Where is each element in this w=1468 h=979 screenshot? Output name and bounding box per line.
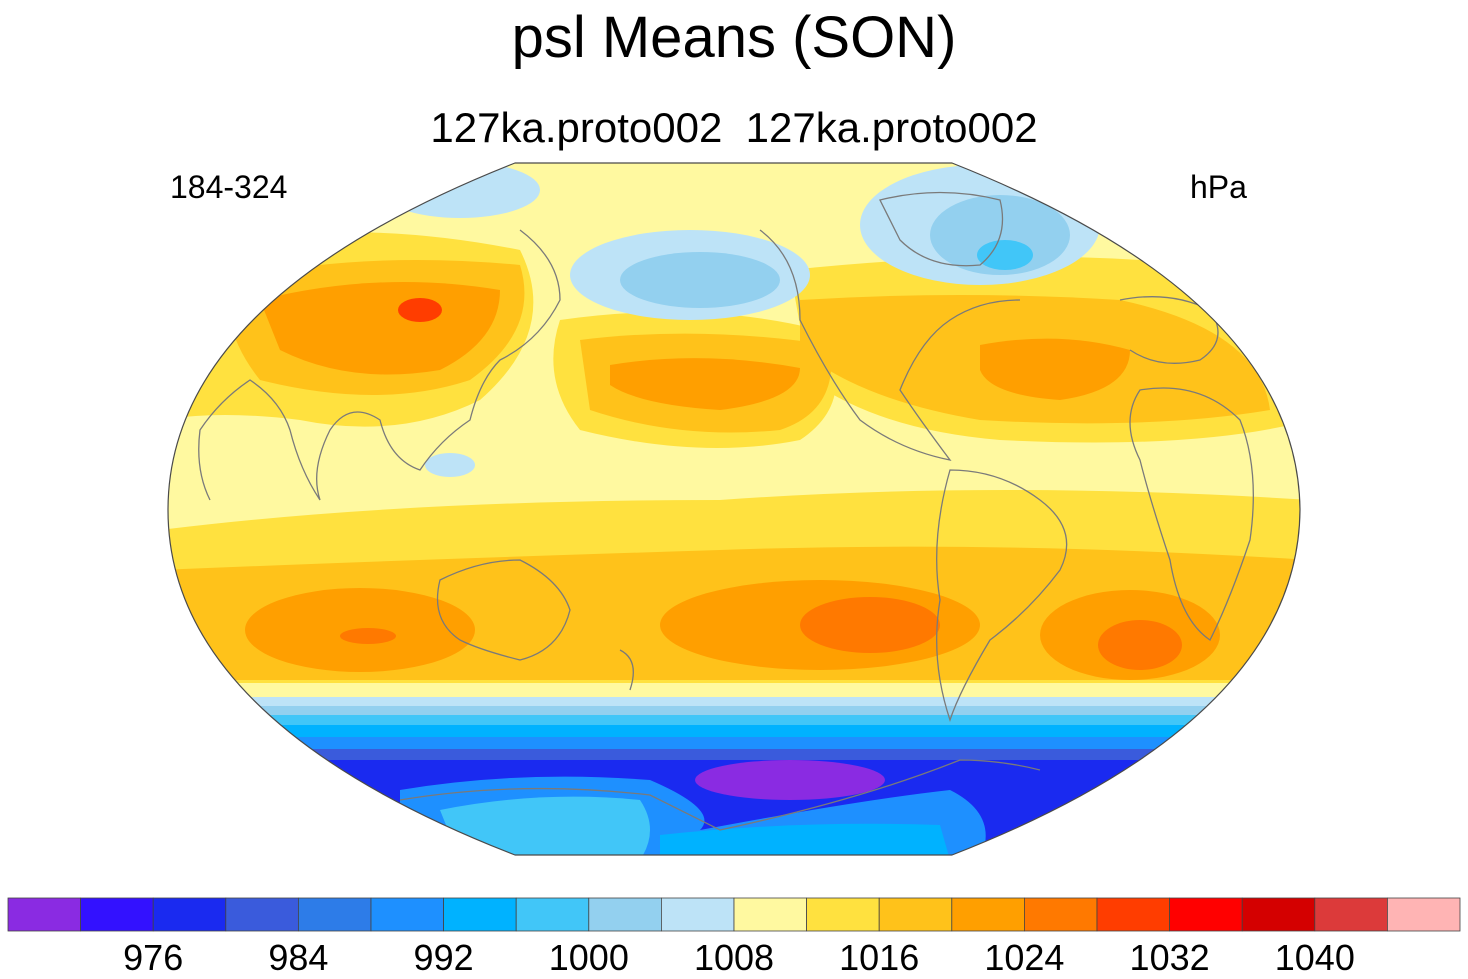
nh-atlantic-high-inner	[980, 338, 1130, 400]
world-map	[167, 162, 1301, 856]
so-band-992	[168, 725, 1300, 737]
arctic-low-west	[380, 163, 540, 218]
colorbar-box-4	[297, 897, 372, 932]
so-band-984	[168, 749, 1300, 760]
so-band-996	[168, 715, 1300, 725]
coast-africa	[1129, 387, 1254, 641]
coast-south-america	[936, 469, 1068, 723]
chart-title: psl Means (SON)	[511, 5, 957, 70]
coast-north-america	[759, 229, 1021, 461]
colorbar-box-5	[370, 897, 444, 932]
colorbar-box-7	[515, 897, 590, 932]
globe-outline	[167, 162, 1301, 856]
so-band-1000	[168, 706, 1300, 715]
antarctica-east	[660, 823, 950, 855]
colorbar-box-12	[878, 897, 953, 932]
so-band-1004	[168, 697, 1300, 706]
sh-indian-high-core	[340, 628, 396, 644]
colorbar-label-976: 976	[123, 937, 183, 978]
colorbar-box-13	[951, 897, 1025, 932]
colorbar-box-17	[1241, 897, 1316, 932]
colorbar-label-992: 992	[414, 937, 474, 978]
colorbar-label-1008: 1008	[694, 937, 774, 978]
maritime-low	[425, 453, 475, 477]
colorbar-box-16	[1169, 897, 1243, 932]
colorbar-label-1032: 1032	[1130, 937, 1210, 978]
colorbar-label-1016: 1016	[839, 937, 919, 978]
coast-greenland	[879, 191, 1004, 267]
coast-europe	[1119, 296, 1219, 364]
colorbar-box-3	[225, 897, 299, 932]
colorbar-boxes	[7, 897, 1461, 932]
colorbar-label-1000: 1000	[549, 937, 629, 978]
coast-new-zealand	[619, 649, 634, 691]
units-label: hPa	[1190, 169, 1247, 205]
colorbar-box-10	[733, 897, 807, 932]
colorbar-label-1024: 1024	[984, 937, 1064, 978]
time-range-label: 184-324	[170, 169, 288, 205]
colorbar-box-6	[443, 897, 517, 932]
colorbar-label-1040: 1040	[1275, 937, 1355, 978]
sh-atlantic-high-core	[1098, 620, 1182, 670]
colorbar-box-15	[1096, 897, 1170, 932]
colorbar-box-0	[7, 897, 81, 932]
nh-siberia-high-core	[398, 298, 442, 322]
colorbar-box-18	[1314, 897, 1388, 932]
colorbar-box-8	[588, 897, 662, 932]
coastlines	[198, 191, 1254, 831]
colorbar: 976 984 992 1000 1008 1016 1024 1032 1040	[7, 897, 1461, 978]
so-band-988	[168, 737, 1300, 749]
sh-pacific-high-core	[800, 597, 940, 653]
coast-australia	[436, 559, 571, 661]
coast-asia	[198, 229, 561, 501]
aleutian-low-inner	[620, 252, 780, 308]
colorbar-box-2	[152, 897, 227, 932]
coast-antarctica	[399, 759, 1041, 831]
colorbar-box-14	[1024, 897, 1098, 932]
antarctica-inner	[440, 796, 650, 855]
colorbar-box-11	[806, 897, 880, 932]
pressure-field	[168, 163, 1300, 855]
colorbar-box-9	[661, 897, 735, 932]
nh-pacific-high-inner	[610, 358, 800, 410]
icelandic-low-core	[977, 240, 1033, 270]
so-deep-low	[695, 760, 885, 800]
colorbar-labels: 976 984 992 1000 1008 1016 1024 1032 1040	[123, 937, 1355, 978]
so-band-1008	[168, 683, 1300, 697]
chart-subtitle: 127ka.proto002 127ka.proto002	[430, 104, 1038, 151]
colorbar-label-984: 984	[268, 937, 328, 978]
colorbar-box-1	[80, 897, 154, 932]
colorbar-box-19	[1387, 897, 1461, 932]
